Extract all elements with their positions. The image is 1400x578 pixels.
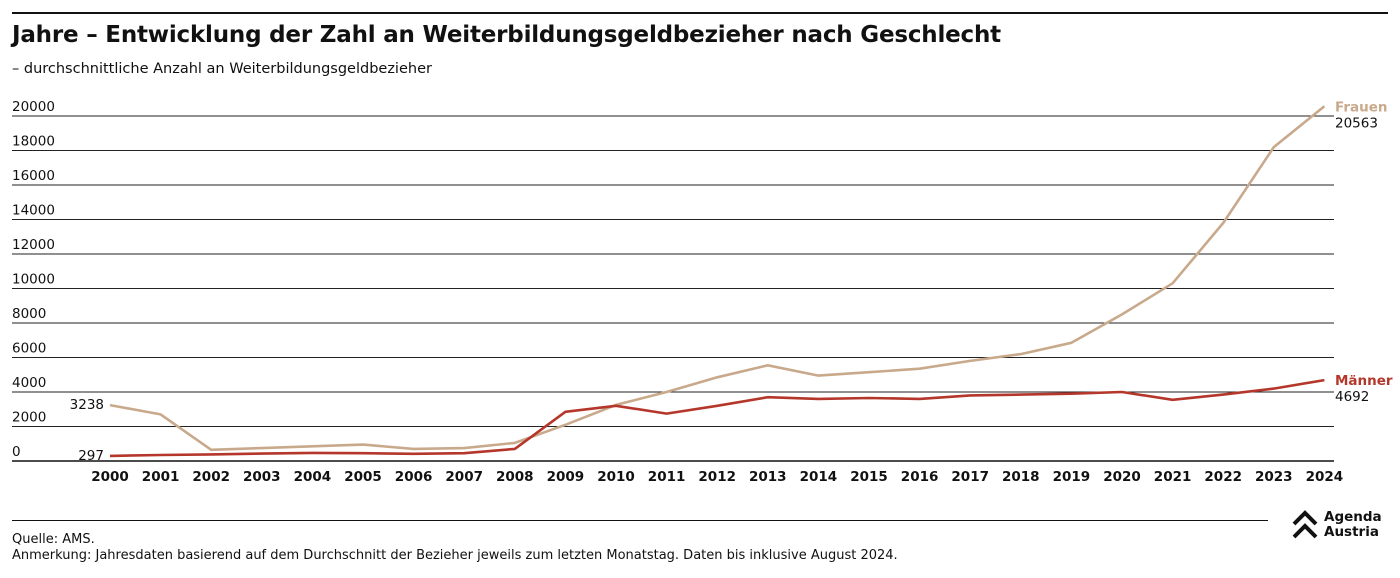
x-tick-label: 2021 bbox=[1154, 469, 1192, 485]
y-tick-label: 4000 bbox=[12, 375, 46, 391]
series-line-maenner bbox=[109, 378, 1325, 458]
series-line-frauen bbox=[109, 105, 1326, 452]
x-tick-label: 2023 bbox=[1255, 469, 1293, 485]
x-tick-label: 2010 bbox=[597, 469, 635, 485]
chart-title: Jahre – Entwicklung der Zahl an Weiterbi… bbox=[12, 22, 1001, 48]
start-value-label: 3238 bbox=[70, 397, 104, 413]
footer-rule bbox=[12, 520, 1268, 521]
y-tick-label: 2000 bbox=[12, 410, 46, 426]
y-tick-label: 0 bbox=[12, 444, 21, 460]
y-tick-label: 20000 bbox=[12, 99, 55, 115]
series-lines bbox=[109, 105, 1326, 458]
x-tick-label: 2015 bbox=[850, 469, 888, 485]
x-tick-label: 2020 bbox=[1103, 469, 1141, 485]
y-tick-label: 8000 bbox=[12, 306, 46, 322]
chart-subtitle: – durchschnittliche Anzahl an Weiterbild… bbox=[12, 61, 432, 77]
end-value-label: 4692 bbox=[1335, 389, 1369, 405]
chevron-logo-icon bbox=[1292, 510, 1318, 539]
x-tick-label: 2001 bbox=[142, 469, 180, 485]
x-tick-label: 2022 bbox=[1204, 469, 1242, 485]
y-tick-label: 12000 bbox=[12, 237, 55, 253]
y-tick-label: 6000 bbox=[12, 341, 46, 357]
series-name-label: Frauen bbox=[1335, 99, 1388, 115]
start-value-label: 297 bbox=[78, 448, 104, 464]
y-tick-label: 16000 bbox=[12, 168, 55, 184]
x-tick-label: 2007 bbox=[445, 469, 483, 485]
y-tick-label: 14000 bbox=[12, 203, 55, 219]
x-axis-ticks: 2000 2001 2002 2003 2004 2005 2006 2007 2008 2009… bbox=[91, 469, 1343, 485]
top-rule bbox=[12, 12, 1388, 14]
y-axis-ticks: 0 2000 4000 6000 8000 10000 12000 14000 16000 180… bbox=[12, 99, 55, 460]
x-tick-label: 2014 bbox=[800, 469, 838, 485]
logo-line-2: Austria bbox=[1324, 524, 1379, 540]
y-tick-label: 10000 bbox=[12, 272, 55, 288]
x-tick-label: 2016 bbox=[901, 469, 939, 485]
x-tick-label: 2008 bbox=[496, 469, 534, 485]
x-tick-label: 2003 bbox=[243, 469, 281, 485]
x-tick-label: 2002 bbox=[192, 469, 230, 485]
x-tick-label: 2011 bbox=[648, 469, 686, 485]
logo-wordmark: Agenda Austria bbox=[1324, 510, 1382, 540]
x-tick-label: 2012 bbox=[698, 469, 736, 485]
x-tick-label: 2004 bbox=[294, 469, 332, 485]
footnote: Anmerkung: Jahresdaten basierend auf dem… bbox=[12, 548, 898, 563]
agenda-austria-logo: Agenda Austria bbox=[1292, 508, 1392, 542]
source-note: Quelle: AMS. bbox=[12, 532, 95, 547]
gridlines bbox=[12, 115, 1334, 462]
x-tick-label: 2005 bbox=[344, 469, 382, 485]
x-tick-label: 2006 bbox=[395, 469, 433, 485]
x-tick-label: 2013 bbox=[749, 469, 787, 485]
x-tick-label: 2024 bbox=[1306, 469, 1344, 485]
x-tick-label: 2017 bbox=[951, 469, 989, 485]
series-name-label: Männer bbox=[1335, 373, 1393, 389]
x-tick-label: 2018 bbox=[1002, 469, 1040, 485]
line-chart: 0 2000 4000 6000 8000 10000 12000 14000 16000 180… bbox=[12, 99, 1393, 485]
x-tick-label: 2009 bbox=[547, 469, 585, 485]
x-tick-label: 2000 bbox=[91, 469, 129, 485]
logo-line-1: Agenda bbox=[1324, 509, 1382, 525]
x-tick-label: 2019 bbox=[1053, 469, 1091, 485]
end-value-label: 20563 bbox=[1335, 115, 1378, 131]
y-tick-label: 18000 bbox=[12, 134, 55, 150]
